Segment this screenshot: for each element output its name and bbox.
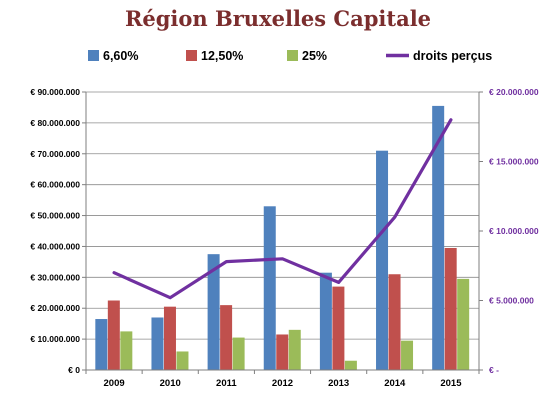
- y-left-tick-label: € 20.000.000: [30, 303, 80, 313]
- y-left-tick-label: € 80.000.000: [30, 118, 80, 128]
- legend: 6,60% 12,50% 25% droits perçus: [88, 49, 492, 63]
- bars: [95, 105, 470, 371]
- bar: [95, 319, 108, 370]
- x-tick-label: 2010: [160, 378, 181, 389]
- bar: [232, 337, 245, 370]
- y-left-tick-label: € 0: [68, 365, 80, 375]
- bar: [457, 278, 470, 370]
- tick-labels: € 0 € 10.000.000 € 20.000.000 € 30.000.000 €…: [30, 87, 539, 389]
- bar: [151, 317, 164, 370]
- bar: [401, 340, 414, 370]
- bar: [263, 206, 276, 370]
- bar: [176, 351, 189, 370]
- y-right-tick-label: € -: [489, 365, 499, 375]
- bar: [319, 272, 332, 370]
- y-right-tick-label: € 10.000.000: [489, 226, 539, 236]
- x-tick-label: 2013: [328, 378, 349, 389]
- bar: [220, 305, 233, 370]
- legend-swatch: [186, 50, 197, 61]
- bar: [207, 254, 220, 370]
- bar: [376, 150, 389, 370]
- bar: [288, 329, 301, 370]
- y-left-tick-label: € 10.000.000: [30, 334, 80, 344]
- line-series: [112, 118, 453, 300]
- bar: [344, 360, 357, 370]
- y-right-tick-label: € 5.000.000: [489, 296, 534, 306]
- line-path: [112, 118, 453, 300]
- legend-swatch: [88, 50, 99, 61]
- y-left-tick-label: € 30.000.000: [30, 272, 80, 282]
- legend-label: 12,50%: [201, 49, 243, 63]
- gridlines: [86, 91, 479, 340]
- y-left-tick-label: € 50.000.000: [30, 211, 80, 221]
- legend-label: 25%: [302, 49, 327, 63]
- y-left-tick-label: € 40.000.000: [30, 241, 80, 251]
- y-right-tick-label: € 15.000.000: [489, 157, 539, 167]
- bar: [444, 247, 457, 370]
- bar: [120, 331, 133, 370]
- x-tick-label: 2014: [384, 378, 406, 389]
- y-right-tick-label: € 20.000.000: [489, 87, 539, 97]
- bar: [163, 306, 176, 370]
- bar: [388, 274, 401, 370]
- bar: [432, 105, 445, 371]
- y-left-tick-label: € 90.000.000: [30, 87, 80, 97]
- legend-label: 6,60%: [103, 49, 138, 63]
- axes: [82, 91, 483, 374]
- legend-swatch: [287, 50, 298, 61]
- x-tick-label: 2015: [440, 378, 462, 389]
- bar: [276, 334, 289, 370]
- x-tick-label: 2012: [272, 378, 293, 389]
- chart-title: Région Bruxelles Capitale: [125, 6, 431, 31]
- y-left-tick-label: € 70.000.000: [30, 149, 80, 159]
- y-left-tick-label: € 60.000.000: [30, 180, 80, 190]
- bar: [332, 286, 345, 370]
- x-tick-label: 2011: [216, 378, 237, 389]
- bar: [107, 300, 120, 370]
- x-tick-label: 2009: [104, 378, 125, 389]
- legend-label: droits perçus: [413, 49, 492, 63]
